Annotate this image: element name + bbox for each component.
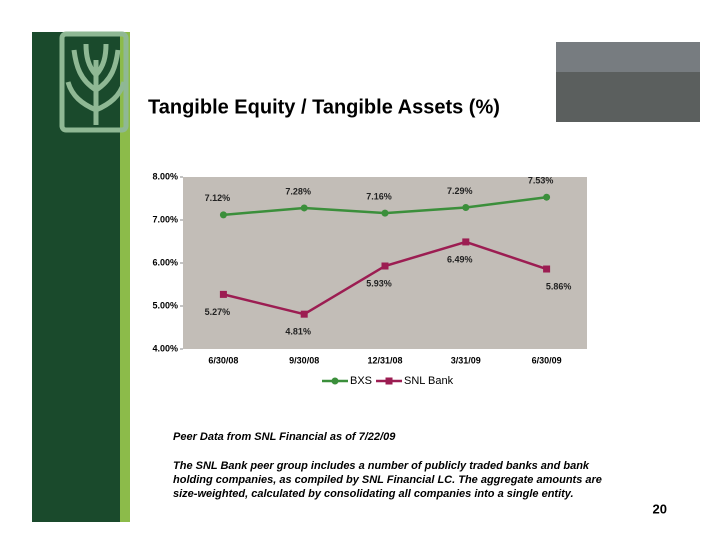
point [300,310,308,318]
data-label: 7.29% [447,186,473,196]
logo [59,31,129,133]
description-line: holding companies, as compiled by SNL Fi… [173,474,602,486]
y-tick-label: 7.00% [152,214,178,224]
data-label: 4.81% [285,327,311,337]
y-tick-label: 6.00% [152,257,178,267]
side-bar [32,32,120,522]
x-tick-label: 12/31/08 [367,355,402,365]
x-tick-label: 6/30/09 [532,355,562,365]
y-tick-label: 5.00% [152,300,178,310]
photo-sky [556,42,700,72]
side-stripe [120,32,130,522]
point [219,211,227,219]
data-label: 6.49% [447,254,473,264]
data-label: 5.27% [205,307,231,317]
description-line: The SNL Bank peer group includes a numbe… [173,460,590,472]
y-tick-label: 8.00% [152,171,178,181]
point [381,209,389,217]
x-tick-label: 6/30/08 [208,355,238,365]
point [219,290,227,298]
point [300,204,308,212]
legend-marker [331,377,339,385]
legend-label: BXS [350,375,372,387]
point [543,265,551,273]
point [462,238,470,246]
description-line: size-weighted, calculated by consolidati… [173,488,574,500]
chart-title: Tangible Equity / Tangible Assets (%) [148,96,500,118]
legend-marker [385,377,393,385]
data-label: 5.93% [366,278,392,288]
source-note: Peer Data from SNL Financial as of 7/22/… [173,431,396,443]
data-label: 7.12% [205,193,231,203]
point [462,204,470,212]
point [381,262,389,270]
x-tick-label: 9/30/08 [289,355,319,365]
data-label: 5.86% [546,281,572,291]
data-label: 7.28% [285,186,311,196]
point [543,193,551,201]
legend-label: SNL Bank [404,375,454,387]
data-label: 7.53% [528,176,554,186]
data-label: 7.16% [366,191,392,201]
y-tick-label: 4.00% [152,343,178,353]
page-number: 20 [653,501,667,516]
x-tick-label: 3/31/09 [451,355,481,365]
